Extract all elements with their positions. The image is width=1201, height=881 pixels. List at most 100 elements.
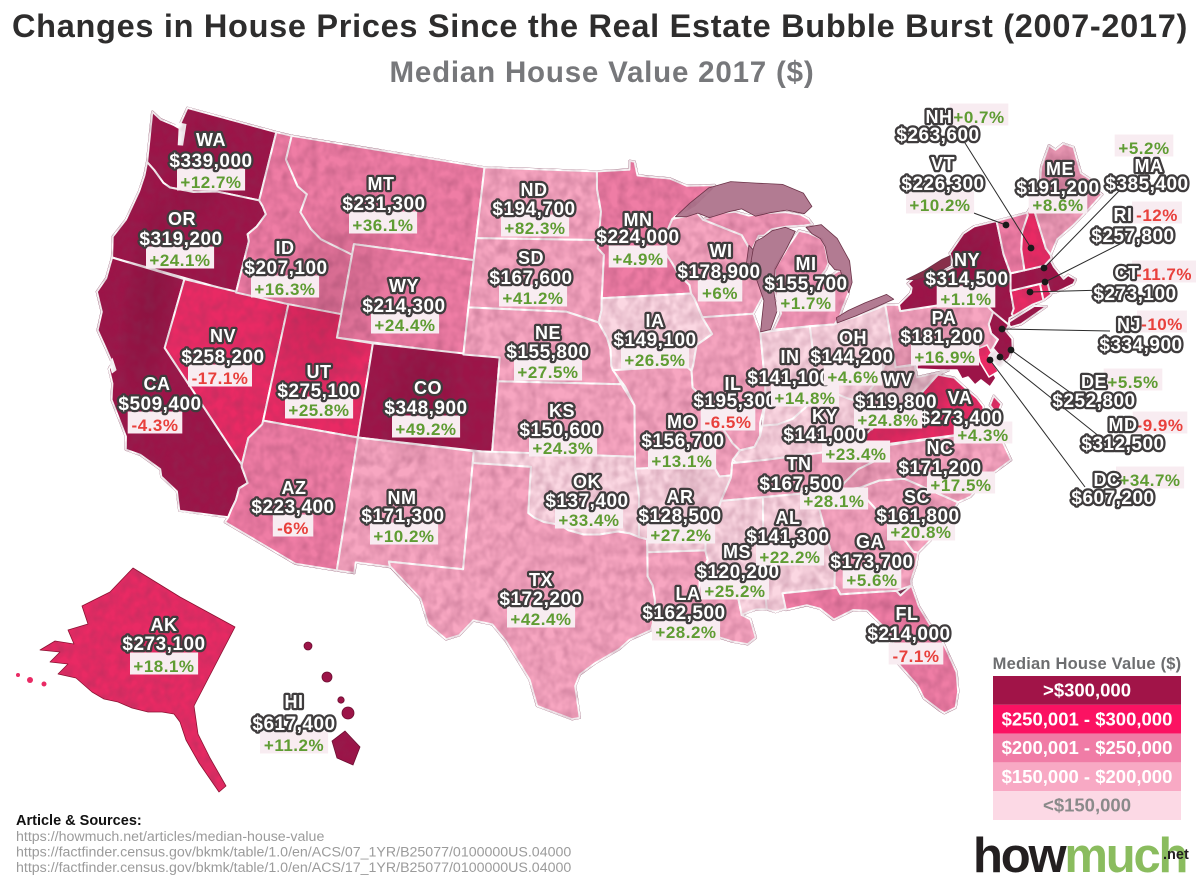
svg-text:+36.1%: +36.1% bbox=[352, 216, 413, 235]
svg-text:NV: NV bbox=[210, 326, 236, 346]
svg-text:$119,800: $119,800 bbox=[855, 392, 937, 413]
svg-text:$314,500: $314,500 bbox=[925, 269, 1008, 290]
svg-text:<$150,000: <$150,000 bbox=[1043, 795, 1131, 816]
svg-text:+24.1%: +24.1% bbox=[149, 251, 210, 270]
svg-text:$312,500: $312,500 bbox=[1081, 434, 1164, 455]
svg-text:$226,300: $226,300 bbox=[901, 174, 984, 195]
svg-text:IL: IL bbox=[725, 374, 742, 394]
svg-text:$263,600: $263,600 bbox=[896, 125, 979, 146]
svg-text:-7.1%: -7.1% bbox=[893, 647, 940, 666]
svg-text:$319,200: $319,200 bbox=[139, 229, 222, 250]
svg-text:$155,700: $155,700 bbox=[764, 274, 847, 295]
svg-text:$167,500: $167,500 bbox=[759, 474, 842, 495]
svg-text:VT: VT bbox=[931, 154, 955, 174]
svg-text:Article & Sources:: Article & Sources: bbox=[16, 813, 142, 829]
svg-text:MN: MN bbox=[624, 210, 653, 230]
svg-text:+49.2%: +49.2% bbox=[395, 420, 456, 439]
svg-text:$141,100: $141,100 bbox=[747, 368, 830, 389]
svg-text:+27.2%: +27.2% bbox=[650, 526, 711, 545]
svg-text:LA: LA bbox=[676, 584, 701, 604]
svg-text:+5.5%: +5.5% bbox=[1107, 373, 1158, 392]
svg-text:UT: UT bbox=[307, 362, 332, 382]
svg-text:DE: DE bbox=[1081, 372, 1107, 392]
svg-text:+0.7%: +0.7% bbox=[953, 108, 1004, 127]
svg-text:+12.7%: +12.7% bbox=[180, 173, 241, 192]
svg-text:+28.2%: +28.2% bbox=[655, 623, 716, 642]
svg-text:$207,100: $207,100 bbox=[244, 258, 327, 279]
svg-text:+24.3%: +24.3% bbox=[532, 439, 593, 458]
svg-text:$275,100: $275,100 bbox=[277, 381, 360, 402]
svg-text:MD: MD bbox=[1109, 415, 1138, 435]
svg-text:+10.2%: +10.2% bbox=[909, 196, 970, 215]
svg-text:$223,400: $223,400 bbox=[251, 497, 334, 518]
svg-text:$178,900: $178,900 bbox=[677, 262, 760, 283]
svg-text:IA: IA bbox=[646, 311, 665, 331]
svg-text:Changes in House Prices Since: Changes in House Prices Since the Real E… bbox=[12, 8, 1188, 44]
svg-text:WI: WI bbox=[710, 241, 733, 261]
svg-text:NC: NC bbox=[927, 438, 954, 458]
svg-text:$156,700: $156,700 bbox=[641, 431, 724, 452]
svg-text:NJ: NJ bbox=[1117, 315, 1141, 335]
svg-text:ME: ME bbox=[1046, 159, 1074, 179]
svg-text:CO: CO bbox=[414, 378, 442, 398]
svg-text:-17.1%: -17.1% bbox=[192, 369, 249, 388]
svg-text:https://factfinder.census.gov/: https://factfinder.census.gov/bkmk/table… bbox=[16, 845, 571, 861]
svg-text:$195,300: $195,300 bbox=[693, 391, 776, 412]
svg-text:+22.2%: +22.2% bbox=[759, 548, 820, 567]
svg-text:$150,000 - $200,000: $150,000 - $200,000 bbox=[1002, 766, 1173, 787]
svg-text:$171,300: $171,300 bbox=[361, 506, 444, 527]
svg-text:+20.8%: +20.8% bbox=[890, 523, 951, 542]
svg-text:+34.7%: +34.7% bbox=[1119, 471, 1180, 490]
svg-text:KS: KS bbox=[549, 401, 575, 421]
svg-text:$200,001 - $250,000: $200,001 - $250,000 bbox=[1002, 737, 1173, 758]
svg-text:+16.9%: +16.9% bbox=[914, 348, 975, 367]
svg-text:+14.8%: +14.8% bbox=[774, 389, 835, 408]
svg-text:.net: .net bbox=[1163, 847, 1189, 863]
svg-text:-11.7%: -11.7% bbox=[1136, 265, 1192, 284]
svg-text:MO: MO bbox=[667, 412, 697, 432]
svg-text:AL: AL bbox=[776, 508, 801, 528]
svg-text:+18.1%: +18.1% bbox=[133, 657, 194, 676]
svg-text:AZ: AZ bbox=[282, 478, 307, 498]
svg-text:+41.2%: +41.2% bbox=[502, 289, 563, 308]
svg-text:$250,001 - $300,000: $250,001 - $300,000 bbox=[1002, 708, 1173, 729]
svg-text:+4.9%: +4.9% bbox=[612, 250, 663, 269]
svg-text:GA: GA bbox=[856, 532, 884, 552]
svg-text:RI: RI bbox=[1114, 205, 1133, 225]
svg-text:https://howmuch.net/articles/m: https://howmuch.net/articles/median-hous… bbox=[16, 829, 324, 845]
svg-text:TX: TX bbox=[529, 570, 553, 590]
svg-text:+24.8%: +24.8% bbox=[857, 411, 918, 430]
svg-text:+4.6%: +4.6% bbox=[827, 368, 878, 387]
svg-text:$607,200: $607,200 bbox=[1071, 488, 1154, 509]
svg-text:AK: AK bbox=[151, 615, 178, 635]
svg-text:$141,000: $141,000 bbox=[783, 425, 866, 446]
svg-text:+5.6%: +5.6% bbox=[846, 571, 897, 590]
svg-text:+13.1%: +13.1% bbox=[651, 452, 712, 471]
svg-text:Median House Value ($): Median House Value ($) bbox=[993, 655, 1182, 673]
svg-text:$162,500: $162,500 bbox=[642, 603, 725, 624]
svg-text:+16.3%: +16.3% bbox=[254, 280, 315, 299]
svg-text:+27.5%: +27.5% bbox=[517, 363, 578, 382]
svg-text:$149,100: $149,100 bbox=[613, 330, 696, 351]
svg-text:NE: NE bbox=[535, 323, 561, 343]
svg-text:$137,400: $137,400 bbox=[545, 491, 628, 512]
svg-text:$214,300: $214,300 bbox=[362, 296, 445, 317]
svg-text:OR: OR bbox=[168, 209, 196, 229]
svg-text:-12%: -12% bbox=[1136, 206, 1178, 225]
svg-text:$224,000: $224,000 bbox=[596, 227, 679, 248]
svg-text:$509,400: $509,400 bbox=[118, 394, 201, 415]
svg-text:OK: OK bbox=[573, 472, 601, 492]
svg-text:$214,000: $214,000 bbox=[867, 624, 950, 645]
svg-text:NH: NH bbox=[926, 107, 953, 127]
svg-text:-9.9%: -9.9% bbox=[1137, 416, 1184, 435]
svg-text:+8.6%: +8.6% bbox=[1032, 196, 1083, 215]
svg-text:+25.8%: +25.8% bbox=[288, 401, 349, 420]
svg-text:WA: WA bbox=[196, 130, 226, 150]
svg-text:+24.4%: +24.4% bbox=[374, 316, 435, 335]
svg-text:OH: OH bbox=[839, 328, 867, 348]
svg-text:$273,100: $273,100 bbox=[1093, 284, 1176, 305]
svg-text:Median House Value 2017 ($): Median House Value 2017 ($) bbox=[390, 56, 815, 89]
svg-text:+82.3%: +82.3% bbox=[504, 219, 565, 238]
svg-text:+25.2%: +25.2% bbox=[704, 582, 765, 601]
svg-text:DC: DC bbox=[1094, 470, 1121, 490]
